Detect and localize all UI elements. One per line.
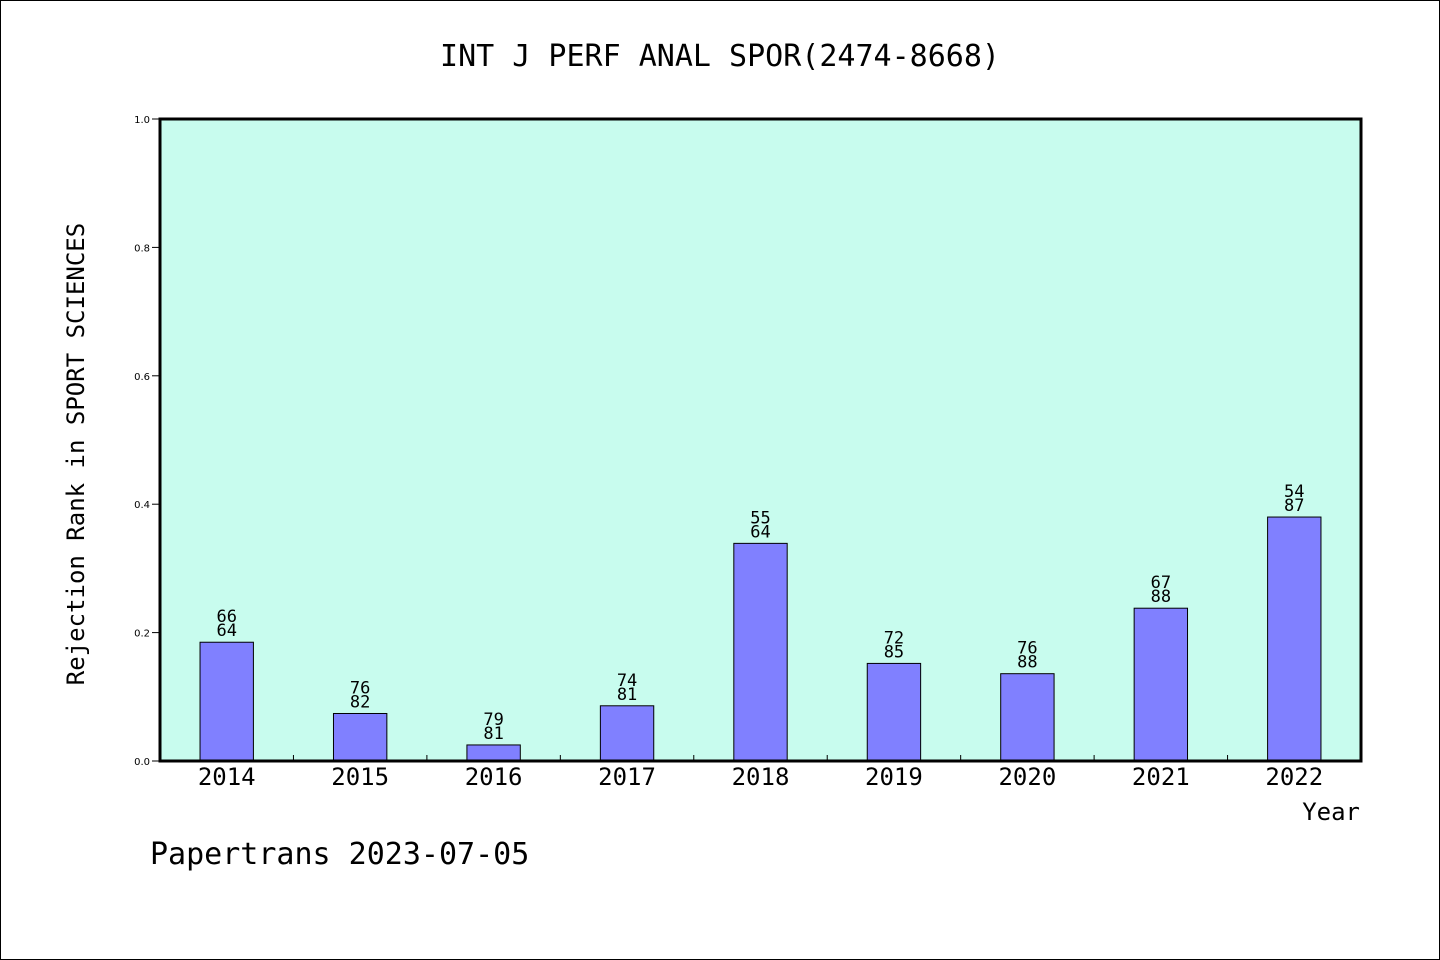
footer-credit: Papertrans 2023-07-05 <box>150 837 529 872</box>
bar-label-bottom-2017: 81 <box>617 685 637 705</box>
y-tick-label-0: 0.0 <box>134 757 150 768</box>
bar-2016 <box>466 744 521 762</box>
y-axis-label: Rejection Rank in SPORT SCIENCES <box>62 223 90 685</box>
bar-2021 <box>1133 607 1189 762</box>
bar-label-top-2014: 66 <box>216 607 236 627</box>
bar-label-bottom-2014: 64 <box>216 621 236 641</box>
bar-label-bottom-2019: 85 <box>884 642 904 662</box>
y-tick-label-2: 0.4 <box>134 500 150 511</box>
plot-border <box>158 117 1363 763</box>
bar-label-bottom-2015: 82 <box>350 692 370 712</box>
bar-label-bottom-2022: 87 <box>1284 496 1304 516</box>
bar-label-top-2017: 74 <box>617 671 637 691</box>
bar-2020 <box>1000 673 1055 762</box>
bar-label-bottom-2020: 88 <box>1017 653 1037 673</box>
bar-label-top-2021: 67 <box>1151 573 1171 593</box>
x-tick-label-2014: 2014 <box>198 763 256 791</box>
bar-2019 <box>866 662 922 762</box>
bar-label-bottom-2016: 81 <box>483 724 503 744</box>
bar-label-bottom-2018: 64 <box>750 522 770 542</box>
x-tick-label-2021: 2021 <box>1132 763 1190 791</box>
chart-title: INT J PERF ANAL SPOR(2474-8668) <box>440 39 1000 74</box>
bar-2015 <box>332 712 388 762</box>
axis-ticks: 2014 2015 2016 2017 2018 2019 2020 2021 2022 0.0 0… <box>134 115 1323 791</box>
x-tick-label-2015: 2015 <box>331 763 389 791</box>
bar-2022 <box>1267 516 1322 762</box>
y-tick-label-5: 1.0 <box>134 115 150 126</box>
y-tick-label-1: 0.2 <box>134 629 150 640</box>
x-axis-label: Year <box>1302 798 1360 826</box>
bar-label-top-2015: 76 <box>350 678 370 698</box>
x-tick-label-2016: 2016 <box>465 763 523 791</box>
x-tick-label-2018: 2018 <box>732 763 790 791</box>
y-tick-label-4: 0.8 <box>134 243 150 254</box>
bar-label-top-2019: 72 <box>884 628 904 648</box>
x-tick-label-2020: 2020 <box>998 763 1056 791</box>
bar-2014 <box>199 641 254 762</box>
y-tick-label-3: 0.6 <box>134 372 150 383</box>
bar-label-top-2022: 54 <box>1284 482 1304 502</box>
bar-label-top-2020: 76 <box>1017 639 1037 659</box>
bar-2018 <box>733 542 788 762</box>
bar-label-top-2016: 79 <box>483 710 503 730</box>
x-tick-label-2019: 2019 <box>865 763 923 791</box>
bar-2017 <box>599 705 655 762</box>
x-tick-label-2017: 2017 <box>598 763 656 791</box>
bar-label-top-2018: 55 <box>750 508 770 528</box>
x-tick-label-2022: 2022 <box>1265 763 1323 791</box>
bar-label-bottom-2021: 88 <box>1151 587 1171 607</box>
